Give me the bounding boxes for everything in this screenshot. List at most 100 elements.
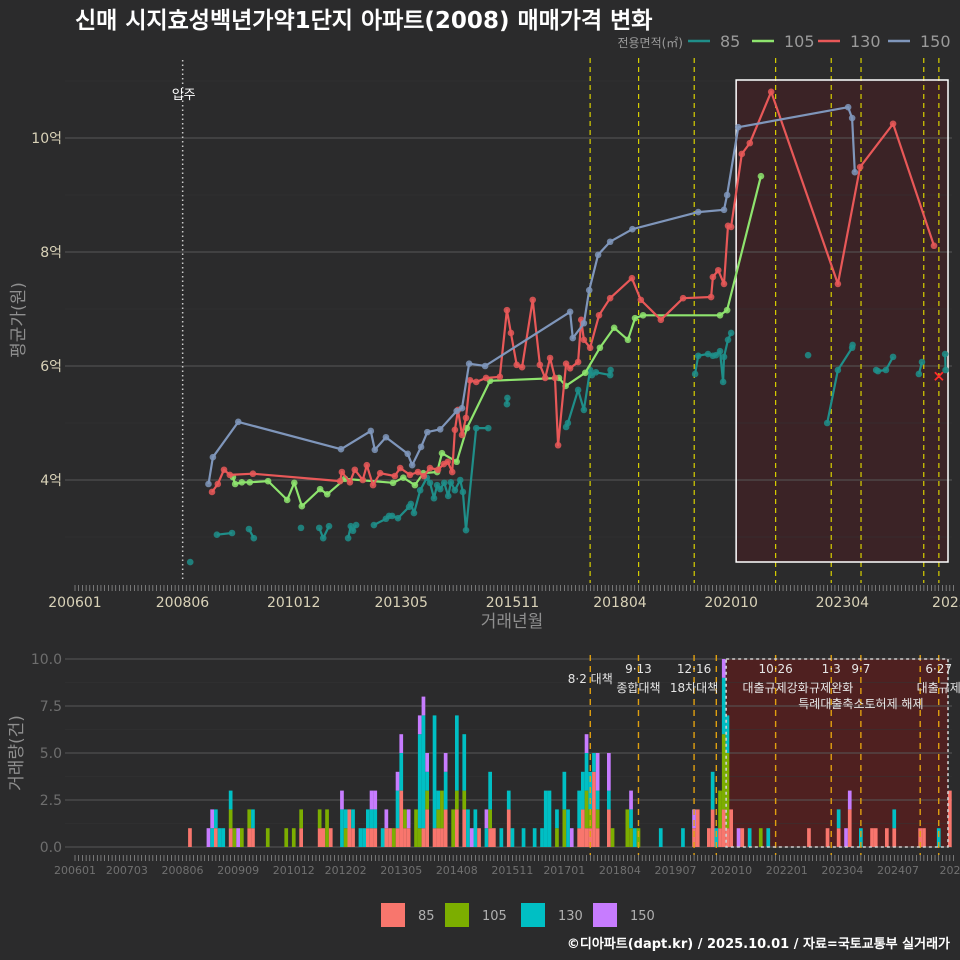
data-point-105 (624, 336, 632, 344)
volume-bar-85 (710, 809, 715, 847)
volume-bar-130 (577, 790, 581, 829)
data-point-105 (716, 311, 724, 319)
volume-bar-85 (321, 828, 326, 847)
data-point-85 (942, 366, 949, 374)
volume-bar-85 (477, 828, 481, 847)
volume-bar-105 (462, 790, 467, 810)
highlight-border (725, 658, 949, 848)
data-point-105 (316, 485, 324, 493)
series-130 (208, 88, 938, 496)
volume-bar-85 (488, 828, 492, 847)
y-tick-label: 2.5 (40, 793, 62, 809)
volume-bar-85 (455, 809, 459, 847)
y-tick-label: 4억 (40, 473, 62, 489)
chart-title: 신매 시지효성백년가약1단지 아파트(2008) 매매가격 변화 (75, 8, 652, 34)
volume-bar-130 (488, 771, 492, 810)
volume-bar-85 (432, 828, 437, 847)
x-tick-label: 202407 (877, 864, 919, 877)
data-point-150 (458, 404, 466, 412)
data-point-130 (406, 471, 414, 479)
data-point-130 (220, 466, 228, 474)
volume-bar-85 (406, 828, 411, 847)
legend-label-130: 130 (558, 909, 583, 924)
data-point-150 (720, 206, 728, 214)
data-point-85 (436, 485, 444, 493)
policy-label: 8·2 대책 (568, 671, 613, 686)
data-point-130 (767, 88, 775, 96)
data-point-85 (849, 341, 856, 349)
volume-bar-85 (347, 809, 352, 847)
legend-label-130: 130 (850, 32, 881, 51)
legend-label-85: 85 (720, 32, 740, 51)
data-point-105 (399, 474, 407, 482)
data-point-105 (757, 172, 765, 180)
volume-bar-85 (581, 809, 585, 847)
data-point-130 (507, 329, 515, 337)
data-point-130 (541, 374, 549, 382)
data-point-130 (426, 464, 434, 472)
data-point-85 (416, 486, 424, 494)
volume-bar-85 (577, 828, 581, 847)
volume-bar-85 (366, 828, 370, 847)
x-tick-label: 201305 (374, 595, 427, 611)
volume-bar-85 (607, 809, 611, 847)
volume-bar-85 (395, 828, 400, 847)
x-axis-title: 거래년월 (481, 612, 544, 632)
data-point-150 (424, 428, 431, 436)
volume-bar-85 (214, 828, 218, 847)
price-panel: 4억 6억 8억 10억 입주 200601 200806 201012 201305 20151… (9, 32, 960, 632)
data-point-105 (238, 478, 246, 486)
volume-bar-105 (247, 809, 252, 829)
volume-bar-130 (936, 828, 941, 847)
volume-bar-85 (299, 828, 303, 847)
y-tick-label: 10억 (31, 131, 62, 147)
volume-bar-85 (718, 828, 722, 847)
volume-bar-85 (247, 828, 252, 847)
data-point-130 (503, 306, 511, 314)
data-point-85 (213, 531, 221, 539)
volume-bar-130 (584, 753, 589, 791)
data-point-130 (513, 361, 521, 369)
volume-bar-130 (532, 828, 537, 847)
volume-bar-150 (340, 790, 344, 810)
volume-bar-105 (595, 809, 600, 829)
volume-bar-150 (399, 734, 404, 753)
footer-credit: ©디아파트(dapt.kr) / 2025.10.01 / 자료=국토교통부 실… (567, 936, 950, 952)
volume-bar-85 (351, 828, 355, 847)
data-point-130 (709, 273, 717, 281)
volume-bar-85 (592, 771, 596, 847)
data-point-130 (930, 242, 938, 250)
volume-bar-85 (506, 809, 511, 847)
data-point-150 (594, 251, 602, 259)
volume-bar-130 (343, 809, 348, 829)
data-point-130 (889, 120, 897, 128)
y-tick-label: 0.0 (40, 840, 62, 856)
legend-swatch-85 (381, 903, 405, 927)
y-tick-label: 8억 (40, 245, 62, 261)
policy-label: 대출규제 (917, 681, 960, 695)
data-point-105 (231, 480, 239, 488)
data-point-130 (856, 163, 864, 171)
data-point-130 (396, 464, 404, 472)
data-point-85 (459, 488, 467, 496)
volume-bar-130 (228, 790, 233, 810)
data-point-85 (407, 500, 415, 508)
x-tick-label: 201012 (267, 595, 320, 611)
x-tick-label: 202010 (704, 595, 757, 611)
volume-bar-130 (721, 677, 726, 735)
volume-bar-150 (395, 771, 400, 791)
volume-bar-150 (629, 790, 633, 810)
data-point-85 (344, 534, 352, 542)
data-point-85 (719, 378, 727, 386)
data-point-150 (465, 360, 473, 368)
data-point-150 (337, 445, 345, 453)
data-point-85 (228, 529, 236, 537)
data-point-85 (440, 479, 448, 487)
volume-bar-85 (317, 828, 322, 847)
data-point-150 (205, 480, 212, 488)
data-point-150 (734, 123, 742, 131)
volume-bar-85 (436, 828, 441, 847)
volume-bar-105 (610, 828, 615, 847)
volume-bar-85 (692, 828, 696, 847)
data-point-130 (551, 374, 559, 382)
